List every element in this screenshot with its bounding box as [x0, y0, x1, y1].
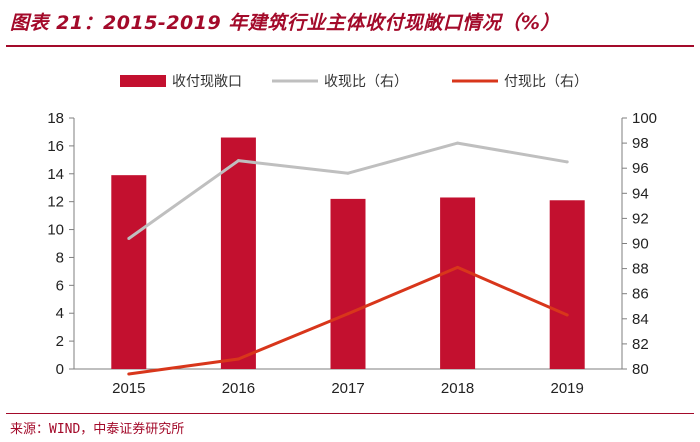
right-tick-label: 86: [632, 286, 649, 303]
line-point-2-2015: [127, 372, 131, 376]
right-tick-label: 82: [632, 336, 649, 353]
line-point-1-2019: [565, 160, 569, 164]
line-point-2-2018: [456, 265, 460, 269]
left-tick-label: 18: [47, 110, 64, 127]
title-divider: [6, 45, 694, 47]
legend-swatch-bar: [120, 75, 166, 87]
x-tick-label: 2018: [441, 380, 474, 397]
line-point-2-2016: [236, 357, 240, 361]
legend-label: 付现比（右）: [504, 73, 588, 89]
line-point-1-2015: [127, 236, 131, 240]
line-point-1-2016: [236, 159, 240, 163]
source-note: 来源：WIND，中泰证券研究所: [10, 422, 185, 437]
legend-label: 收现比（右）: [324, 73, 408, 89]
figure-title: 图表 21：2015-2019 年建筑行业主体收付现敞口情况（%）: [10, 12, 560, 34]
line-point-1-2018: [456, 141, 460, 145]
left-tick-label: 6: [56, 277, 64, 294]
line-point-1-2017: [346, 171, 350, 175]
line-point-2-2017: [346, 312, 350, 316]
right-tick-label: 96: [632, 160, 649, 177]
right-tick-label: 100: [632, 110, 657, 127]
right-tick-label: 90: [632, 236, 649, 253]
x-tick-label: 2019: [551, 380, 584, 397]
right-tick-label: 92: [632, 210, 649, 227]
legend-label: 收付现敞口: [172, 73, 242, 89]
bar-2016: [220, 137, 256, 369]
bar-series: [111, 137, 585, 369]
left-tick-label: 10: [47, 222, 64, 239]
left-tick-label: 16: [47, 138, 64, 155]
right-tick-label: 98: [632, 135, 649, 152]
left-tick-label: 8: [56, 249, 64, 266]
x-tick-label: 2016: [222, 380, 255, 397]
line-point-2-2019: [565, 313, 569, 317]
line-series: [127, 141, 569, 376]
source-divider: [6, 413, 694, 414]
x-axis: 2015 2016 2017 2018 2019: [74, 368, 622, 397]
left-tick-label: 0: [56, 361, 64, 378]
right-tick-label: 94: [632, 185, 649, 202]
right-tick-label: 80: [632, 361, 649, 378]
left-tick-label: 2: [56, 333, 64, 350]
right-tick-label: 84: [632, 311, 649, 328]
x-tick-label: 2017: [331, 380, 364, 397]
bar-2017: [330, 198, 366, 369]
right-tick-label: 88: [632, 261, 649, 278]
bar-2015: [111, 175, 147, 369]
bar-2018: [440, 197, 476, 369]
left-tick-label: 4: [56, 305, 64, 322]
left-tick-label: 12: [47, 194, 64, 211]
x-tick-label: 2015: [112, 380, 145, 397]
right-y-axis: 80 82 84 86 88 90 92 94 96 98 100: [621, 110, 657, 378]
bar-2019: [549, 200, 585, 369]
legend: 收付现敞口 收现比（右） 付现比（右）: [120, 73, 588, 89]
left-y-axis: 0 2 4 6 8 10 12 14 16 18: [47, 110, 75, 378]
left-tick-label: 14: [47, 166, 64, 183]
